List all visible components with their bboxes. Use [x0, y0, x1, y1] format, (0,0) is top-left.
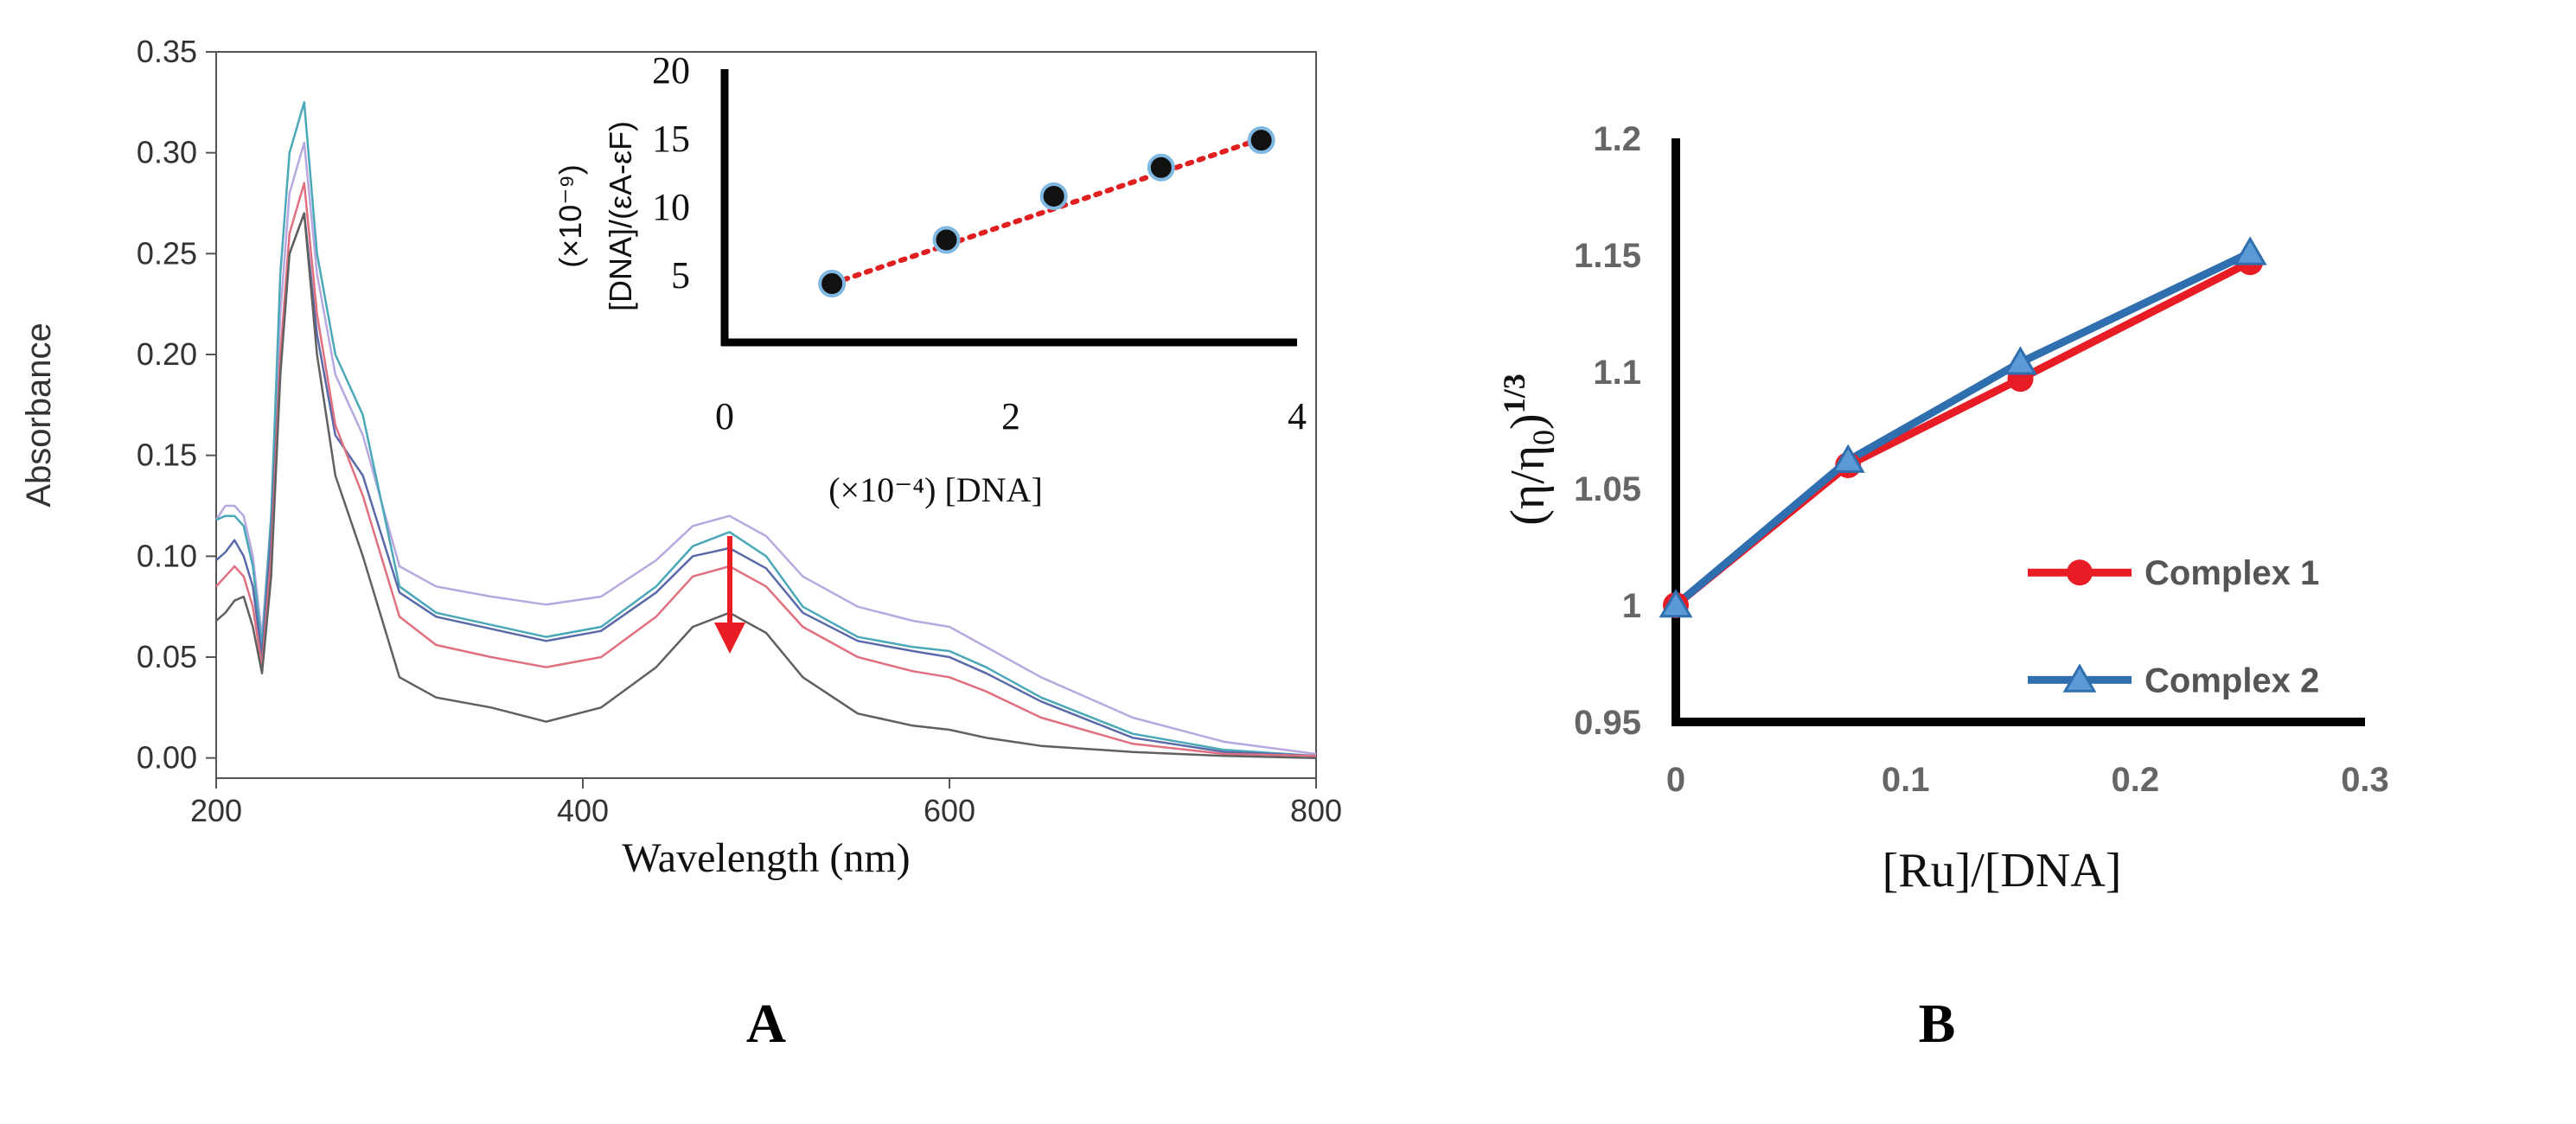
- panel-a-ytick-label: 0.10: [137, 538, 197, 573]
- inset-ytick-label: 20: [652, 49, 690, 92]
- panel-a-ytick-label: 0.35: [137, 34, 197, 69]
- legend-label-complex-1: Complex 1: [2145, 554, 2319, 592]
- legend-label-complex-2: Complex 2: [2145, 661, 2319, 699]
- svg-text:(η/η0)1/3: (η/η0)1/3: [1497, 374, 1561, 525]
- inset-point: [818, 270, 847, 298]
- panel-a-ylabel: Absorbance: [20, 323, 58, 507]
- spectrum-line-5: [215, 212, 1317, 759]
- panel-b-xlabel: [Ru]/[DNA]: [1882, 844, 2122, 897]
- series-point-complex-2: [1831, 444, 1865, 473]
- panel-label-b: B: [1919, 993, 1956, 1054]
- inset-ytick-label: 10: [652, 186, 690, 228]
- series-point-complex-2: [1659, 589, 1693, 618]
- panel-label-a: A: [746, 993, 786, 1054]
- inset-point: [1147, 153, 1175, 182]
- inset-data: [818, 126, 1275, 298]
- panel-a-ytick-label: 0.25: [137, 235, 197, 271]
- panel-a-xtick-label: 400: [557, 793, 609, 828]
- panel-a-ytick-label: 0.05: [137, 639, 197, 674]
- panel-b-ytick-label: 1.05: [1574, 470, 1641, 508]
- panel-b-xtick-label: 0.2: [2112, 761, 2160, 799]
- panel-b-series: [1659, 236, 2267, 618]
- ylabel-close: ): [1501, 413, 1555, 430]
- ylabel-sup: 1/3: [1497, 374, 1531, 413]
- spectrum-line-1: [214, 141, 1317, 756]
- spectrum-line-2: [215, 101, 1317, 757]
- inset-xtick-label: 4: [1288, 395, 1307, 437]
- panel-b-xtick-label: 0.1: [1882, 761, 1930, 799]
- panel-a-xtick-label: 200: [190, 793, 242, 828]
- panel-a-ytick-label: 0.30: [137, 135, 197, 170]
- inset-point: [932, 226, 961, 254]
- panel-b-ytick-label: 0.95: [1574, 704, 1641, 742]
- panel-a-frame: [215, 51, 1317, 779]
- inset-point: [1039, 182, 1068, 210]
- panel-b-ytick-label: 1.2: [1593, 120, 1641, 158]
- panel-a-ytick-label: 0.20: [137, 336, 197, 372]
- panel-b-xtick-label: 0: [1666, 761, 1685, 799]
- panel-a-spectra: 200 400 600 8000.000.050.100.150.200.250.30…: [20, 34, 1342, 1054]
- panel-a-xtick-label: 800: [1290, 793, 1342, 828]
- panel-b-ytick-label: 1.1: [1593, 354, 1641, 392]
- inset-xtick-label: 2: [1001, 395, 1020, 437]
- panel-b-legend: Complex 1 Complex 2: [2028, 554, 2319, 699]
- inset-xtick-label: 0: [715, 395, 734, 437]
- inset-fit-line: [829, 136, 1264, 287]
- panel-a-series: [214, 101, 1317, 759]
- panel-a-xtick-label: 600: [924, 793, 975, 828]
- panel-b-viscosity: 0 0.1 0.2 0.3 0.95 1 1.05 1.1 1.15 1.2 [Ru]/[DNA]…: [1497, 120, 2389, 1054]
- inset-binding-plot: 0 2 4 5 10 15 20 (×10⁻⁴) [DNA] [DNA]/(εA-εF) (…: [553, 49, 1307, 509]
- ylabel-main: (η/η: [1501, 445, 1555, 526]
- panel-a-ytick-label: 0.15: [137, 437, 197, 473]
- legend-marker-complex-2: [2062, 663, 2097, 693]
- inset-ytick-label: 5: [671, 254, 690, 297]
- series-point-complex-2: [2233, 236, 2267, 265]
- inset-xlabel: (×10⁻⁴) [DNA]: [828, 470, 1043, 509]
- panel-a-ticks: 200 400 600 8000.000.050.100.150.200.250.30…: [137, 34, 1342, 828]
- panel-b-ticks: 0 0.1 0.2 0.3 0.95 1 1.05 1.1 1.15 1.2: [1574, 120, 2389, 799]
- inset-ticks: 0 2 4 5 10 15 20: [652, 49, 1307, 437]
- spectrum-line-3: [215, 212, 1317, 757]
- series-point-complex-2: [2004, 346, 2037, 375]
- inset-ytick-label: 15: [652, 118, 690, 160]
- inset-ylabel-scale: (×10⁻⁹): [553, 164, 588, 267]
- legend-marker-complex-1: [2067, 559, 2093, 586]
- inset-point: [1247, 126, 1275, 155]
- ylabel-sub: 0: [1526, 430, 1561, 445]
- panel-b-ytick-label: 1: [1622, 587, 1641, 625]
- panel-b-ytick-label: 1.15: [1574, 237, 1641, 275]
- series-line-complex-2: [1673, 249, 2253, 609]
- panel-b-ylabel: (η/η0)1/3: [1497, 374, 1561, 525]
- spectrum-line-4: [215, 182, 1317, 757]
- panel-a-ytick-label: 0.00: [137, 740, 197, 776]
- inset-ylabel: [DNA]/(εA-εF): [603, 121, 638, 311]
- panel-b-xtick-label: 0.3: [2341, 761, 2389, 799]
- panel-a-xlabel: Wavelength (nm): [622, 835, 910, 881]
